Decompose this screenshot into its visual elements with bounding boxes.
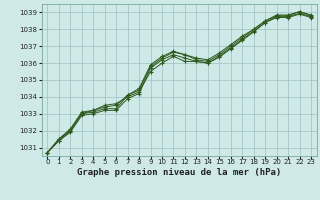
X-axis label: Graphe pression niveau de la mer (hPa): Graphe pression niveau de la mer (hPa): [77, 168, 281, 177]
